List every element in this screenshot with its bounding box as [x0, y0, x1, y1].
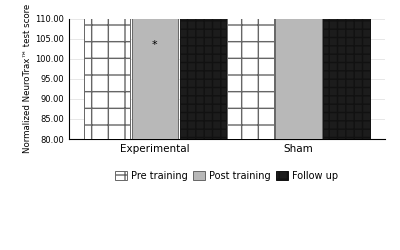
Text: *: *	[152, 40, 158, 50]
Bar	[228, 0, 274, 139]
Legend: Pre training, Post training, Follow up: Pre training, Post training, Follow up	[112, 167, 342, 185]
Bar	[276, 0, 322, 139]
Bar	[84, 0, 130, 139]
Bar	[132, 0, 178, 139]
Bar	[323, 0, 370, 139]
Y-axis label: Normalized NeuroTrax™ test score: Normalized NeuroTrax™ test score	[23, 4, 32, 154]
Bar	[180, 0, 226, 139]
